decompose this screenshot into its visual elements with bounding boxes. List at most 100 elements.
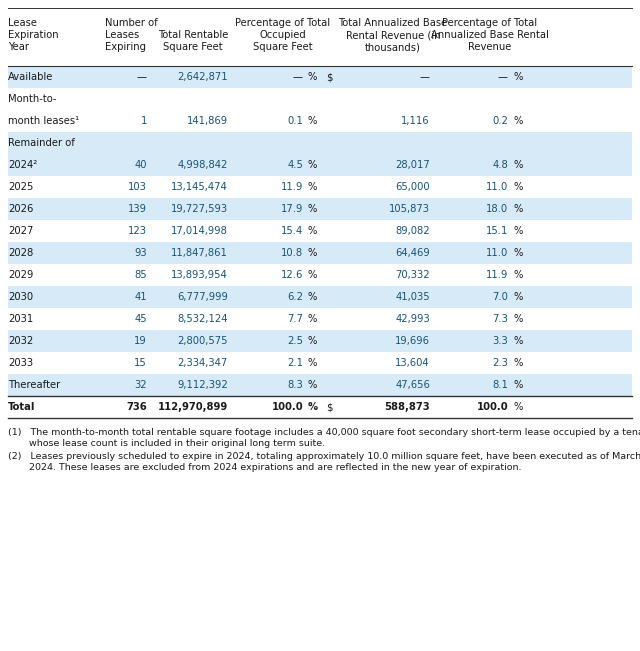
Bar bbox=[8, 374, 632, 396]
Text: %: % bbox=[513, 380, 522, 390]
Text: thousands): thousands) bbox=[365, 42, 421, 52]
Bar bbox=[8, 308, 632, 330]
Text: 41,035: 41,035 bbox=[396, 292, 430, 302]
Text: 17,014,998: 17,014,998 bbox=[171, 226, 228, 236]
Bar bbox=[8, 110, 632, 132]
Text: 89,082: 89,082 bbox=[396, 226, 430, 236]
Text: 15: 15 bbox=[134, 358, 147, 368]
Text: %: % bbox=[513, 336, 522, 346]
Text: 41: 41 bbox=[134, 292, 147, 302]
Text: 7.3: 7.3 bbox=[492, 314, 508, 324]
Text: (1)   The month-to-month total rentable square footage includes a 40,000 square : (1) The month-to-month total rentable sq… bbox=[8, 428, 640, 437]
Text: %: % bbox=[513, 358, 522, 368]
Text: 8,532,124: 8,532,124 bbox=[177, 314, 228, 324]
Text: 32: 32 bbox=[134, 380, 147, 390]
Text: %: % bbox=[513, 248, 522, 258]
Text: 65,000: 65,000 bbox=[396, 182, 430, 192]
Text: —: — bbox=[137, 72, 147, 82]
Bar bbox=[8, 154, 632, 176]
Text: 8.3: 8.3 bbox=[287, 380, 303, 390]
Text: %: % bbox=[513, 72, 522, 82]
Text: 8.1: 8.1 bbox=[492, 380, 508, 390]
Text: 105,873: 105,873 bbox=[389, 204, 430, 214]
Text: 17.9: 17.9 bbox=[280, 204, 303, 214]
Text: %: % bbox=[513, 116, 522, 126]
Text: 588,873: 588,873 bbox=[385, 402, 430, 412]
Text: 93: 93 bbox=[134, 248, 147, 258]
Text: 13,604: 13,604 bbox=[396, 358, 430, 368]
Text: 0.1: 0.1 bbox=[287, 116, 303, 126]
Text: 141,869: 141,869 bbox=[187, 116, 228, 126]
Text: Rental Revenue (in: Rental Revenue (in bbox=[346, 30, 440, 40]
Text: %: % bbox=[308, 292, 317, 302]
Text: 2026: 2026 bbox=[8, 204, 33, 214]
Text: 736: 736 bbox=[126, 402, 147, 412]
Text: 2027: 2027 bbox=[8, 226, 33, 236]
Text: 19,696: 19,696 bbox=[395, 336, 430, 346]
Text: %: % bbox=[308, 402, 318, 412]
Text: 85: 85 bbox=[134, 270, 147, 280]
Text: 40: 40 bbox=[134, 160, 147, 170]
Text: Year: Year bbox=[8, 42, 29, 52]
Text: 42,993: 42,993 bbox=[396, 314, 430, 324]
Text: 2.5: 2.5 bbox=[287, 336, 303, 346]
Text: %: % bbox=[308, 270, 317, 280]
Text: Lease: Lease bbox=[8, 18, 37, 28]
Text: 11.0: 11.0 bbox=[486, 248, 508, 258]
Text: %: % bbox=[308, 380, 317, 390]
Bar bbox=[8, 66, 632, 88]
Text: Number of: Number of bbox=[105, 18, 157, 28]
Bar bbox=[8, 286, 632, 308]
Text: %: % bbox=[513, 182, 522, 192]
Bar bbox=[8, 264, 632, 286]
Text: 2025: 2025 bbox=[8, 182, 33, 192]
Text: 4.8: 4.8 bbox=[492, 160, 508, 170]
Text: 11.0: 11.0 bbox=[486, 182, 508, 192]
Text: %: % bbox=[308, 336, 317, 346]
Text: Occupied: Occupied bbox=[260, 30, 307, 40]
Text: Total Rentable: Total Rentable bbox=[158, 30, 228, 40]
Text: 1: 1 bbox=[141, 116, 147, 126]
Text: 7.7: 7.7 bbox=[287, 314, 303, 324]
Text: 2024. These leases are excluded from 2024 expirations and are reflected in the n: 2024. These leases are excluded from 202… bbox=[8, 463, 522, 472]
Text: 13,893,954: 13,893,954 bbox=[172, 270, 228, 280]
Text: Annualized Base Rental: Annualized Base Rental bbox=[431, 30, 549, 40]
Text: 47,656: 47,656 bbox=[395, 380, 430, 390]
Text: 2,800,575: 2,800,575 bbox=[177, 336, 228, 346]
Text: 2.3: 2.3 bbox=[492, 358, 508, 368]
Text: Percentage of Total: Percentage of Total bbox=[236, 18, 331, 28]
Text: 15.4: 15.4 bbox=[281, 226, 303, 236]
Text: %: % bbox=[513, 160, 522, 170]
Text: 6.2: 6.2 bbox=[287, 292, 303, 302]
Text: 100.0: 100.0 bbox=[271, 402, 303, 412]
Bar bbox=[8, 352, 632, 374]
Text: 45: 45 bbox=[134, 314, 147, 324]
Text: 2033: 2033 bbox=[8, 358, 33, 368]
Text: %: % bbox=[513, 204, 522, 214]
Text: %: % bbox=[308, 314, 317, 324]
Text: 7.0: 7.0 bbox=[492, 292, 508, 302]
Text: 28,017: 28,017 bbox=[396, 160, 430, 170]
Text: 2031: 2031 bbox=[8, 314, 33, 324]
Text: 12.6: 12.6 bbox=[280, 270, 303, 280]
Bar bbox=[8, 242, 632, 264]
Text: 2030: 2030 bbox=[8, 292, 33, 302]
Text: 2024²: 2024² bbox=[8, 160, 37, 170]
Text: 100.0: 100.0 bbox=[476, 402, 508, 412]
Text: Total: Total bbox=[8, 402, 35, 412]
Text: %: % bbox=[308, 248, 317, 258]
Text: 70,332: 70,332 bbox=[396, 270, 430, 280]
Text: Thereafter: Thereafter bbox=[8, 380, 60, 390]
Bar bbox=[8, 132, 632, 154]
Text: 123: 123 bbox=[128, 226, 147, 236]
Text: 1,116: 1,116 bbox=[401, 116, 430, 126]
Text: Remainder of: Remainder of bbox=[8, 138, 75, 148]
Text: 19,727,593: 19,727,593 bbox=[171, 204, 228, 214]
Text: 11.9: 11.9 bbox=[280, 182, 303, 192]
Text: 6,777,999: 6,777,999 bbox=[177, 292, 228, 302]
Bar bbox=[8, 198, 632, 220]
Text: 2,642,871: 2,642,871 bbox=[177, 72, 228, 82]
Text: Expiration: Expiration bbox=[8, 30, 59, 40]
Text: whose lease count is included in their original long term suite.: whose lease count is included in their o… bbox=[8, 439, 325, 448]
Text: 4.5: 4.5 bbox=[287, 160, 303, 170]
